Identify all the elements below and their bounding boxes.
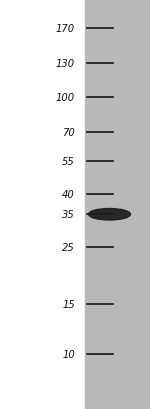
Text: 10: 10 [62,349,75,359]
Text: 35: 35 [62,210,75,220]
Text: 15: 15 [62,300,75,310]
Bar [85,0,150,409]
Text: 55: 55 [62,157,75,166]
Text: 100: 100 [56,93,75,103]
Text: 170: 170 [56,24,75,34]
Ellipse shape [88,209,130,220]
Text: 130: 130 [56,58,75,68]
Text: 70: 70 [62,128,75,138]
Text: 25: 25 [62,243,75,252]
Text: 40: 40 [62,189,75,199]
